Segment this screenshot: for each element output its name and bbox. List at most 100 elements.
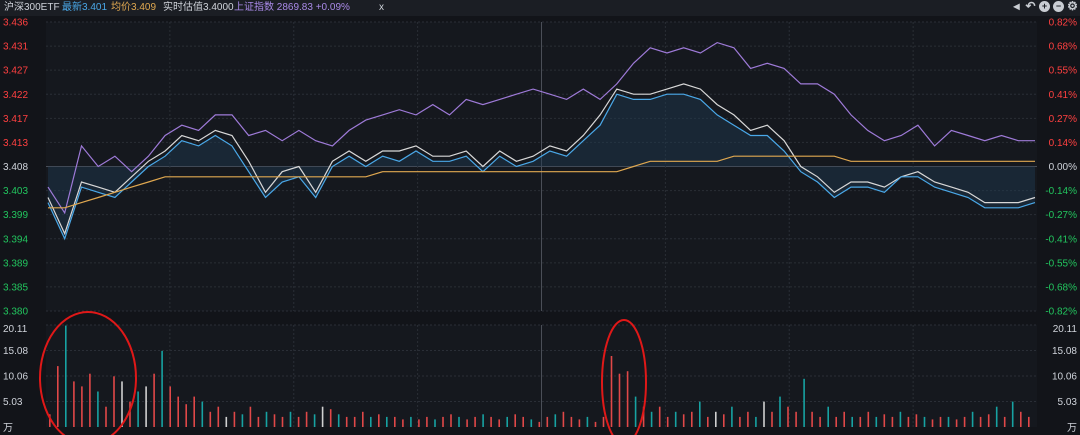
volume-bar — [715, 411, 717, 427]
symbol-label: 沪深300ETF — [4, 2, 60, 13]
volume-bar — [691, 411, 693, 427]
volume-tick-label: 10.06 — [3, 371, 28, 382]
volume-bar — [410, 416, 412, 427]
volume-unit-label-right: 万 — [1067, 423, 1077, 434]
volume-bar — [971, 411, 974, 427]
volume-bar — [803, 378, 805, 427]
percent-tick-label: -0.82% — [1045, 307, 1077, 318]
volume-tick-label-right: 5.03 — [1058, 397, 1078, 408]
volume-bar — [169, 386, 171, 427]
volume-bar — [514, 414, 516, 427]
zoom-in-icon[interactable]: + — [1039, 1, 1050, 12]
volume-bar — [907, 416, 910, 427]
volume-bar — [506, 416, 508, 427]
price-tick-label: 3.380 — [3, 307, 28, 318]
volume-bar — [378, 414, 380, 427]
volume-bar — [835, 416, 837, 427]
volume-bar — [578, 419, 581, 427]
series-line-index — [47, 41, 1035, 215]
undo-icon[interactable]: ↶ — [1025, 0, 1036, 13]
volume-bar — [530, 419, 533, 427]
volume-bar — [763, 401, 765, 427]
volume-bar — [522, 416, 524, 427]
price-tick-label: 3.403 — [3, 186, 28, 197]
volume-bar — [49, 414, 51, 427]
price-tick-label: 3.436 — [3, 18, 28, 29]
volume-bar — [362, 411, 364, 427]
volume-bar — [626, 371, 629, 427]
volume-bar — [562, 411, 565, 427]
volume-bar — [426, 416, 428, 427]
volume-bar — [353, 416, 356, 427]
latest-area-fill — [48, 94, 1035, 239]
volume-bar — [859, 416, 862, 427]
volume-bar — [329, 409, 332, 427]
volume-bar — [1028, 416, 1030, 427]
volume-bar — [955, 419, 958, 427]
volume-bar — [979, 416, 982, 427]
volume-bar — [305, 411, 308, 427]
volume-bar — [867, 411, 870, 427]
volume-bar — [177, 396, 179, 427]
volume-bar — [891, 416, 894, 427]
volume-tick-label-right: 20.11 — [1053, 324, 1078, 335]
volume-bar — [723, 414, 725, 427]
volume-bar — [289, 411, 292, 427]
volume-tick-label: 15.08 — [3, 346, 28, 357]
volume-bar — [707, 416, 709, 427]
average-price-label: 均价3.409 — [111, 2, 157, 13]
close-button[interactable]: x — [379, 2, 384, 13]
volume-bar — [995, 406, 998, 427]
volume-bar — [843, 411, 845, 427]
volume-bar — [554, 414, 557, 427]
price-tick-label: 3.427 — [3, 66, 28, 77]
volume-bar — [570, 416, 573, 427]
volume-bar — [963, 416, 966, 427]
percent-tick-label: -0.14% — [1045, 186, 1077, 197]
volume-bar — [699, 401, 701, 427]
volume-bar — [923, 416, 926, 427]
index-label: 上证指数 2869.83 +0.09% — [234, 2, 350, 13]
price-tick-label: 3.389 — [3, 258, 28, 269]
volume-bar — [65, 325, 67, 427]
previous-icon[interactable]: ◂ — [1013, 0, 1020, 13]
series-line-latest — [47, 93, 1036, 241]
volume-bar — [225, 416, 228, 427]
price-tick-label: 3.422 — [3, 90, 28, 101]
percent-tick-label: 0.41% — [1049, 90, 1077, 101]
volume-bar — [939, 416, 942, 427]
volume-bar — [1011, 401, 1014, 427]
volume-bar — [682, 414, 685, 427]
percent-tick-label: 0.14% — [1049, 138, 1077, 149]
volume-bar — [450, 414, 452, 427]
volume-bar — [233, 411, 236, 427]
volume-bar — [1020, 411, 1022, 427]
volume-bar — [217, 406, 220, 427]
volume-bar — [658, 406, 661, 427]
volume-bar — [819, 416, 821, 427]
percent-tick-label: 0.68% — [1049, 42, 1077, 53]
volume-bar — [899, 411, 902, 427]
percent-tick-label: -0.68% — [1045, 282, 1077, 293]
volume-bar — [1003, 416, 1006, 427]
volume-bar — [915, 414, 918, 427]
volume-bar — [249, 406, 252, 427]
volume-bar — [490, 416, 492, 427]
volume-tick-label-right: 10.06 — [1052, 371, 1077, 382]
volume-tick-label: 5.03 — [3, 397, 23, 408]
volume-bar — [851, 416, 853, 427]
percent-tick-label: -0.55% — [1045, 258, 1077, 269]
volume-bar — [105, 406, 107, 427]
volume-bar — [739, 416, 741, 427]
volume-bar — [137, 391, 139, 427]
settings-icon[interactable]: ⚙ — [1067, 0, 1078, 13]
zoom-out-icon[interactable]: − — [1053, 1, 1064, 12]
volume-bar — [827, 406, 829, 427]
volume-bar — [313, 414, 316, 427]
volume-bar — [394, 416, 396, 427]
percent-tick-label: -0.27% — [1045, 210, 1077, 221]
volume-bar — [257, 416, 260, 427]
volume-bar — [947, 416, 950, 427]
volume-bar — [610, 356, 613, 427]
volume-bar — [57, 366, 59, 427]
